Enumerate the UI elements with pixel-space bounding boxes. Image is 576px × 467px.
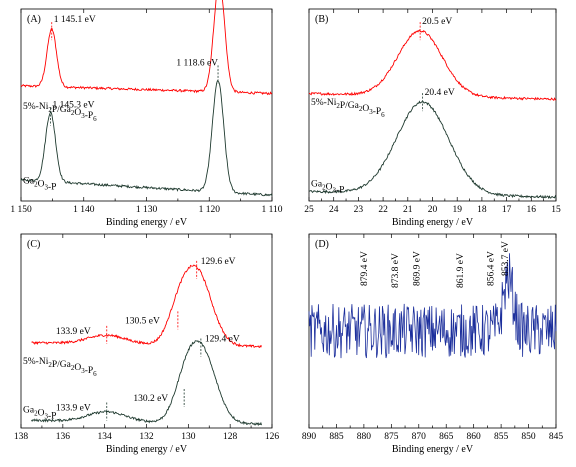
x-tick-label: 21: [403, 205, 413, 215]
x-tick-label: 132: [139, 432, 154, 442]
x-tick-label: 880: [357, 432, 372, 442]
series-line: [308, 100, 557, 200]
x-tick-label: 875: [384, 432, 399, 442]
x-tick-label: 20: [428, 205, 438, 215]
x-tick-label: 18: [477, 205, 487, 215]
x-tick-label: 24: [329, 205, 339, 215]
panel-label: (A): [27, 14, 41, 25]
x-tick-label: 855: [494, 432, 509, 442]
peak-label: 133.9 eV: [56, 404, 91, 414]
peak-annotation: 873.8 eV: [391, 253, 401, 288]
peak-label: 129.6 eV: [201, 257, 236, 267]
x-tick-label: 850: [521, 432, 536, 442]
series-name: 5%-Ni2P/Ga2O3-P6: [311, 98, 385, 119]
series-name: Ga2O3-P: [23, 405, 56, 421]
series-line: [31, 340, 262, 427]
series-line: [20, 0, 273, 96]
x-tick-label: 19: [452, 205, 462, 215]
x-axis-label: Binding energy / eV: [106, 217, 188, 228]
x-tick-label: 1 120: [199, 205, 221, 215]
panel-1: 1 150 1 140 1 130 1 120 1 110 Binding energy …: [10, 0, 283, 228]
x-tick-label: 865: [439, 432, 454, 442]
peak-annotation: 879.4 eV: [360, 251, 370, 286]
x-tick-label: 136: [56, 432, 71, 442]
panel-2: 25 24 23 22 21 20 19 18 17 16 15 Binding energy / e…: [304, 8, 561, 228]
series-line: [308, 253, 557, 359]
peak-label: 20.5 eV: [422, 17, 452, 27]
x-tick-label: 25: [304, 205, 314, 215]
panel-label: (D): [315, 239, 329, 250]
x-tick-label: 126: [265, 432, 280, 442]
panel-label: (C): [27, 239, 40, 250]
peak-label: 133.9 eV: [56, 327, 91, 337]
peak-label: 1 118.6 eV: [176, 58, 218, 68]
x-tick-label: 17: [502, 205, 512, 215]
peak-label: 129.4 eV: [205, 335, 240, 345]
peak-annotation: 861.9 eV: [456, 253, 466, 288]
x-tick-label: 885: [329, 432, 344, 442]
x-tick-label: 23: [354, 205, 364, 215]
x-axis-label: Binding energy / eV: [392, 217, 474, 228]
x-tick-label: 134: [98, 432, 113, 442]
peak-annotation: 869.9 eV: [412, 251, 422, 286]
x-tick-label: 130: [181, 432, 196, 442]
x-tick-label: 22: [378, 205, 388, 215]
peak-label: 130.5 eV: [125, 316, 160, 326]
x-tick-label: 15: [551, 205, 561, 215]
x-tick-label: 890: [302, 432, 317, 442]
x-tick-label: 1 140: [73, 205, 95, 215]
peak-annotation: 853.7 eV: [501, 241, 511, 276]
series-name: Ga2O3-P: [23, 177, 56, 193]
series-name: 5%-Ni2P/Ga2O3-P6: [23, 357, 97, 378]
x-tick-label: 16: [527, 205, 537, 215]
x-axis-label: Binding energy / eV: [392, 444, 474, 455]
series-line: [308, 29, 557, 102]
peak-label: 1 145.3 eV: [52, 101, 94, 111]
x-tick-label: 845: [549, 432, 564, 442]
x-tick-label: 138: [14, 432, 29, 442]
x-tick-label: 1 150: [10, 205, 32, 215]
x-tick-label: 860: [467, 432, 482, 442]
peak-label: 20.4 eV: [425, 88, 455, 98]
x-axis-label: Binding energy / eV: [106, 444, 188, 455]
x-tick-label: 128: [223, 432, 238, 442]
series-line: [20, 80, 273, 197]
peak-annotation: 856.4 eV: [486, 251, 496, 286]
series-line: [31, 264, 262, 349]
series-name: Ga2O3-P: [311, 180, 344, 196]
peak-label: 1 145.1 eV: [54, 15, 96, 25]
panel-label: (B): [315, 14, 328, 25]
x-tick-label: 870: [412, 432, 427, 442]
series-name: 5%-Ni2P/Ga2O3-P6: [23, 102, 97, 123]
panel-4: 890 885 880 875 870 865 860 855 850 845 Binding en…: [302, 233, 564, 455]
peak-label: 130.2 eV: [133, 394, 168, 404]
panel-3: 138 136 134 132 130 128 126 Binding energy / eV…: [14, 233, 280, 455]
x-tick-label: 1 110: [261, 205, 282, 215]
x-tick-label: 1 130: [136, 205, 158, 215]
